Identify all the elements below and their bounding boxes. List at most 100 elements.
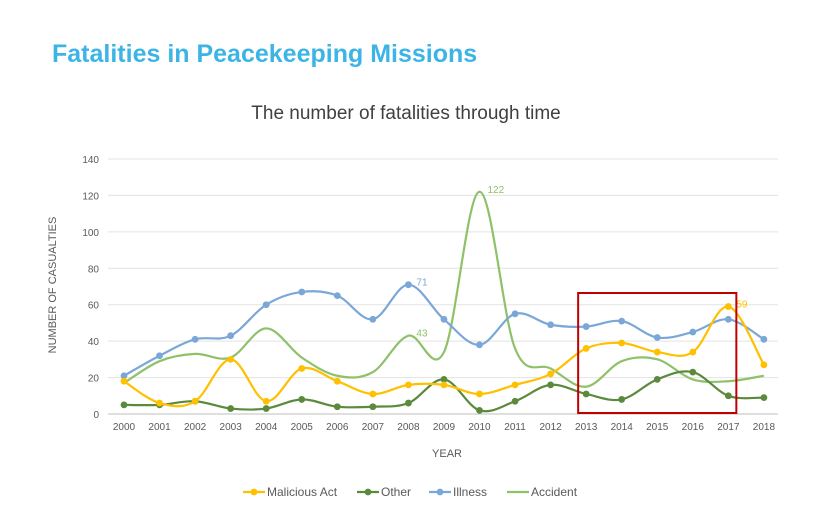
x-tick-label: 2016 — [682, 422, 705, 433]
data-point-other — [227, 405, 235, 412]
data-point-illness — [760, 335, 768, 343]
legend-label: Other — [381, 485, 411, 499]
data-point-illness — [120, 372, 128, 380]
legend-item-illness: Illness — [429, 485, 487, 499]
data-point-malicious-act — [262, 397, 270, 405]
x-tick-label: 2006 — [326, 422, 349, 433]
legend: Malicious Act Other Illness Accident — [243, 485, 578, 499]
x-tick-label: 2003 — [220, 422, 243, 433]
data-point-other — [689, 368, 697, 376]
data-point-other — [333, 403, 341, 411]
data-point-illness — [262, 301, 270, 309]
data-point-illness — [476, 341, 483, 349]
data-point-malicious-act — [653, 348, 661, 356]
legend-marker — [364, 488, 372, 496]
x-tick-label: 2010 — [468, 422, 491, 433]
data-point-malicious-act — [405, 381, 412, 389]
data-point-illness — [582, 323, 590, 330]
data-point-malicious-act — [333, 377, 341, 385]
chart-title: The number of fatalities through time — [251, 103, 560, 124]
legend-marker — [436, 488, 444, 496]
x-tick-label: 2001 — [148, 422, 171, 433]
data-point-other — [582, 390, 590, 398]
series-line-illness — [123, 283, 765, 377]
x-tick-label: 2002 — [184, 422, 207, 433]
x-tick-label: 2007 — [362, 422, 385, 433]
series-line-accident — [123, 190, 765, 388]
data-label-malicious-act: 59 — [736, 300, 748, 311]
data-point-illness — [156, 352, 163, 360]
data-point-other — [440, 375, 448, 383]
legend-marker — [250, 488, 258, 496]
x-tick-label: 2008 — [397, 422, 420, 433]
series-other — [120, 368, 768, 414]
data-point-other — [760, 394, 768, 402]
data-point-malicious-act — [156, 399, 163, 407]
data-point-illness — [405, 281, 412, 289]
data-point-malicious-act — [582, 345, 590, 352]
y-tick-label: 140 — [82, 155, 99, 166]
data-point-illness — [547, 321, 554, 329]
data-point-malicious-act — [689, 348, 697, 356]
legend-item-malicious-act: Malicious Act — [243, 485, 338, 499]
data-point-illness — [724, 315, 732, 323]
data-point-illness — [227, 332, 235, 340]
legend-label: Malicious Act — [267, 485, 338, 499]
data-point-malicious-act — [476, 390, 483, 398]
data-label-accident: 122 — [488, 185, 505, 196]
x-tick-label: 2011 — [504, 422, 526, 433]
y-tick-label: 60 — [88, 301, 100, 312]
x-tick-label: 2017 — [717, 422, 740, 433]
x-tick-label: 2015 — [646, 422, 669, 433]
legend-item-other: Other — [357, 485, 411, 499]
x-tick-label: 2000 — [113, 422, 136, 433]
y-axis-ticks: 0 20 40 60 80 100 120 140 — [82, 155, 99, 421]
data-point-other — [653, 375, 661, 383]
y-axis-label: NUMBER OF CASUALTIES — [47, 217, 59, 354]
data-point-other — [262, 405, 270, 412]
data-point-malicious-act — [547, 370, 554, 378]
data-point-malicious-act — [120, 377, 128, 385]
data-point-illness — [298, 288, 306, 296]
data-point-illness — [333, 292, 341, 300]
data-point-malicious-act — [440, 381, 448, 389]
x-tick-label: 2004 — [255, 422, 278, 433]
series-illness: 71 — [120, 278, 768, 380]
x-tick-label: 2014 — [611, 422, 634, 433]
data-point-other — [298, 396, 306, 403]
data-point-other — [547, 381, 554, 389]
data-point-illness — [653, 334, 661, 341]
data-point-other — [724, 392, 732, 400]
data-point-malicious-act — [760, 361, 768, 369]
x-tick-label: 2009 — [433, 422, 456, 433]
x-axis-label: YEAR — [432, 448, 462, 460]
data-point-illness — [511, 310, 519, 318]
data-point-illness — [689, 328, 697, 336]
y-tick-label: 100 — [82, 228, 99, 239]
x-tick-label: 2013 — [575, 422, 598, 433]
data-point-other — [511, 397, 519, 405]
data-point-malicious-act — [511, 381, 519, 389]
series-accident: 43 122 — [123, 185, 765, 388]
data-label-accident: 43 — [416, 329, 428, 340]
y-tick-label: 40 — [88, 337, 100, 348]
highlight-box — [577, 292, 738, 414]
series-malicious-act: 59 — [120, 300, 768, 408]
x-axis-ticks: 2000 2001 2002 2003 2004 2005 2006 2007 2008 2009… — [113, 422, 776, 433]
data-point-illness — [369, 315, 377, 323]
data-point-malicious-act — [227, 355, 235, 363]
y-tick-label: 0 — [93, 410, 99, 421]
page-title: Fatalities in Peacekeeping Missions — [52, 40, 478, 68]
data-point-other — [618, 396, 626, 403]
data-point-illness — [440, 315, 448, 323]
data-point-other — [405, 399, 412, 407]
series-layer: 43 122 71 59 — [120, 185, 768, 414]
gridlines — [108, 158, 778, 415]
legend-label: Illness — [453, 485, 487, 499]
x-tick-label: 2012 — [539, 422, 562, 433]
data-point-other — [120, 401, 128, 409]
data-point-malicious-act — [618, 339, 626, 347]
data-point-other — [476, 406, 483, 414]
data-point-other — [369, 403, 377, 411]
